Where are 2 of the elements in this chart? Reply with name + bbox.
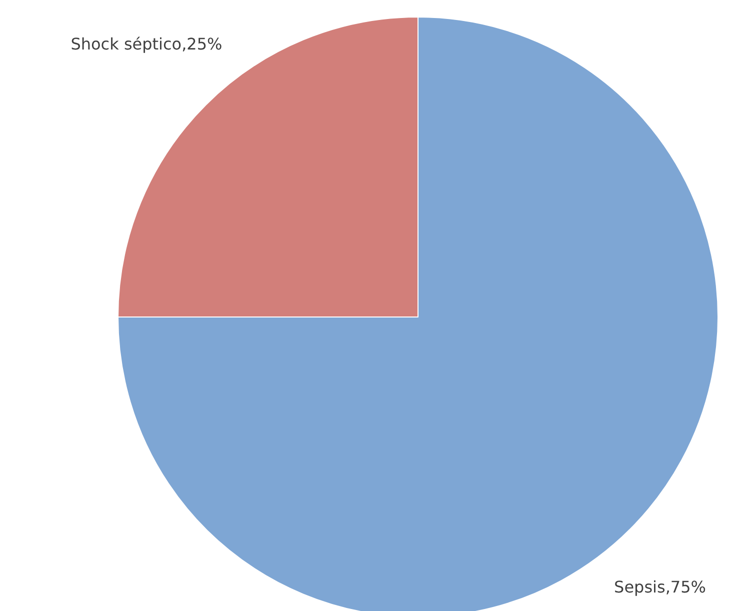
slice-label: Shock séptico,25% (70, 34, 222, 54)
slice-label: Sepsis,75% (614, 578, 706, 597)
